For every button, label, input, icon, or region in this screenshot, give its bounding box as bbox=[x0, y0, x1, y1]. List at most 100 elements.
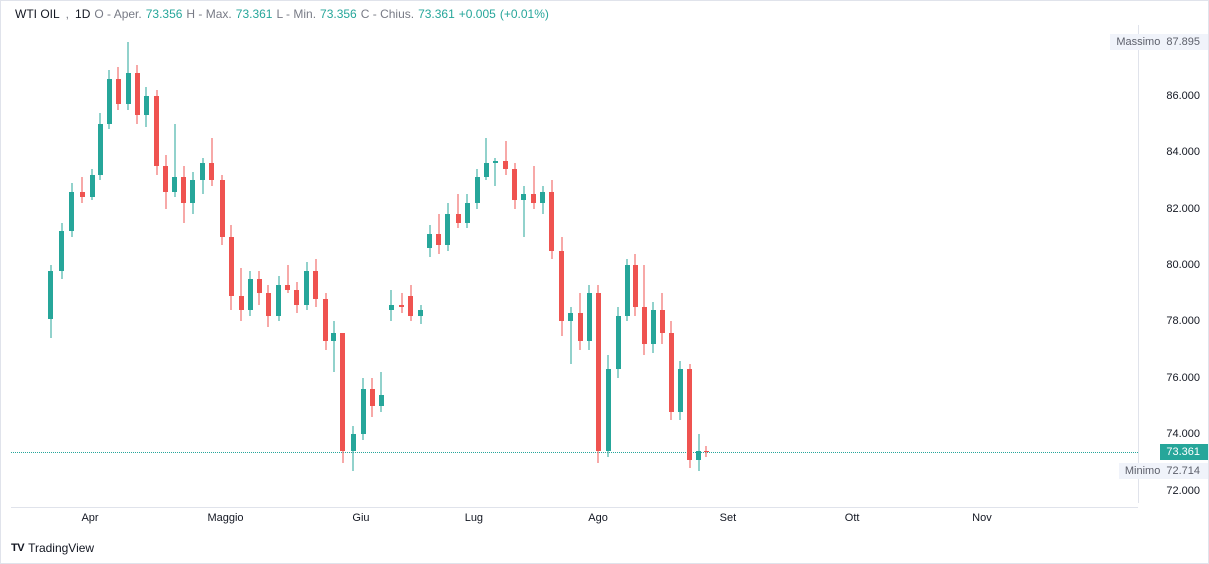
y-axis[interactable]: 72.00074.00076.00078.00080.00082.00084.0… bbox=[1138, 25, 1208, 503]
candle[interactable] bbox=[660, 25, 665, 505]
candle[interactable] bbox=[181, 25, 186, 505]
current-price-line bbox=[11, 452, 1138, 453]
candle[interactable] bbox=[285, 25, 290, 505]
candle[interactable] bbox=[340, 25, 345, 505]
chart-plot-area[interactable] bbox=[11, 25, 1138, 503]
candle[interactable] bbox=[220, 25, 225, 505]
x-tick-label: Ott bbox=[845, 512, 860, 524]
candle[interactable] bbox=[696, 25, 701, 505]
candle[interactable] bbox=[568, 25, 573, 505]
candle[interactable] bbox=[313, 25, 318, 505]
candle[interactable] bbox=[549, 25, 554, 505]
candle[interactable] bbox=[370, 25, 375, 505]
candle[interactable] bbox=[200, 25, 205, 505]
y-tick-label: 86.000 bbox=[1166, 90, 1200, 102]
candle[interactable] bbox=[379, 25, 384, 505]
candle[interactable] bbox=[294, 25, 299, 505]
candle[interactable] bbox=[540, 25, 545, 505]
x-tick-label: Giu bbox=[352, 512, 369, 524]
candle[interactable] bbox=[669, 25, 674, 505]
candle[interactable] bbox=[69, 25, 74, 505]
y-tick-label: 72.000 bbox=[1166, 485, 1200, 497]
candle[interactable] bbox=[389, 25, 394, 505]
footer-attribution[interactable]: TV TradingView bbox=[11, 541, 94, 555]
candle[interactable] bbox=[154, 25, 159, 505]
candle[interactable] bbox=[209, 25, 214, 505]
candle[interactable] bbox=[587, 25, 592, 505]
candle[interactable] bbox=[266, 25, 271, 505]
candle[interactable] bbox=[361, 25, 366, 505]
candle[interactable] bbox=[625, 25, 630, 505]
candle[interactable] bbox=[408, 25, 413, 505]
candle[interactable] bbox=[59, 25, 64, 505]
candle[interactable] bbox=[190, 25, 195, 505]
candle[interactable] bbox=[651, 25, 656, 505]
timeframe[interactable]: 1D bbox=[75, 7, 90, 21]
low-value: 73.356 bbox=[320, 7, 357, 21]
x-tick-label: Ago bbox=[588, 512, 608, 524]
candle[interactable] bbox=[642, 25, 647, 505]
tradingview-logo-icon: TV bbox=[11, 542, 24, 554]
candle[interactable] bbox=[427, 25, 432, 505]
candle[interactable] bbox=[323, 25, 328, 505]
candle[interactable] bbox=[606, 25, 611, 505]
candle[interactable] bbox=[229, 25, 234, 505]
candle[interactable] bbox=[512, 25, 517, 505]
candle[interactable] bbox=[331, 25, 336, 505]
candle[interactable] bbox=[456, 25, 461, 505]
candle[interactable] bbox=[276, 25, 281, 505]
candle[interactable] bbox=[80, 25, 85, 505]
candle[interactable] bbox=[475, 25, 480, 505]
candle[interactable] bbox=[687, 25, 692, 505]
candle[interactable] bbox=[163, 25, 168, 505]
candle[interactable] bbox=[493, 25, 498, 505]
candle[interactable] bbox=[484, 25, 489, 505]
candle[interactable] bbox=[107, 25, 112, 505]
candle[interactable] bbox=[90, 25, 95, 505]
current-price-label: 73.361 bbox=[1160, 444, 1208, 460]
candle[interactable] bbox=[445, 25, 450, 505]
candle[interactable] bbox=[399, 25, 404, 505]
open-value: 73.356 bbox=[146, 7, 183, 21]
candle[interactable] bbox=[126, 25, 131, 505]
candle[interactable] bbox=[521, 25, 526, 505]
candle[interactable] bbox=[172, 25, 177, 505]
candle[interactable] bbox=[559, 25, 564, 505]
candle[interactable] bbox=[704, 25, 709, 505]
max-price-label: Massimo87.895 bbox=[1110, 34, 1208, 50]
x-tick-label: Maggio bbox=[207, 512, 243, 524]
change-pct: (+0.01%) bbox=[500, 7, 549, 21]
candle[interactable] bbox=[351, 25, 356, 505]
candle[interactable] bbox=[531, 25, 536, 505]
candle[interactable] bbox=[304, 25, 309, 505]
tradingview-brand: TradingView bbox=[28, 541, 94, 555]
candle[interactable] bbox=[144, 25, 149, 505]
chart-container: WTI OIL , 1D O - Aper. 73.356 H - Max. 7… bbox=[0, 0, 1209, 564]
candle[interactable] bbox=[248, 25, 253, 505]
candle[interactable] bbox=[436, 25, 441, 505]
x-axis[interactable]: AprMaggioGiuLugAgoSetOttNov bbox=[11, 507, 1138, 527]
candle[interactable] bbox=[135, 25, 140, 505]
change-value: +0.005 bbox=[459, 7, 496, 21]
candle[interactable] bbox=[98, 25, 103, 505]
candle[interactable] bbox=[503, 25, 508, 505]
symbol-name[interactable]: WTI OIL bbox=[15, 7, 60, 21]
low-label: L - Min. bbox=[276, 7, 316, 21]
high-value: 73.361 bbox=[236, 7, 273, 21]
candle[interactable] bbox=[465, 25, 470, 505]
candle[interactable] bbox=[633, 25, 638, 505]
candle[interactable] bbox=[418, 25, 423, 505]
x-tick-label: Set bbox=[720, 512, 737, 524]
y-tick-label: 82.000 bbox=[1166, 203, 1200, 215]
candle[interactable] bbox=[596, 25, 601, 505]
candle[interactable] bbox=[116, 25, 121, 505]
candle[interactable] bbox=[48, 25, 53, 505]
y-tick-label: 74.000 bbox=[1166, 428, 1200, 440]
candle[interactable] bbox=[578, 25, 583, 505]
candle[interactable] bbox=[616, 25, 621, 505]
candle[interactable] bbox=[257, 25, 262, 505]
min-price-label: Minimo72.714 bbox=[1119, 463, 1208, 479]
candle[interactable] bbox=[678, 25, 683, 505]
candle[interactable] bbox=[239, 25, 244, 505]
y-tick-label: 78.000 bbox=[1166, 315, 1200, 327]
